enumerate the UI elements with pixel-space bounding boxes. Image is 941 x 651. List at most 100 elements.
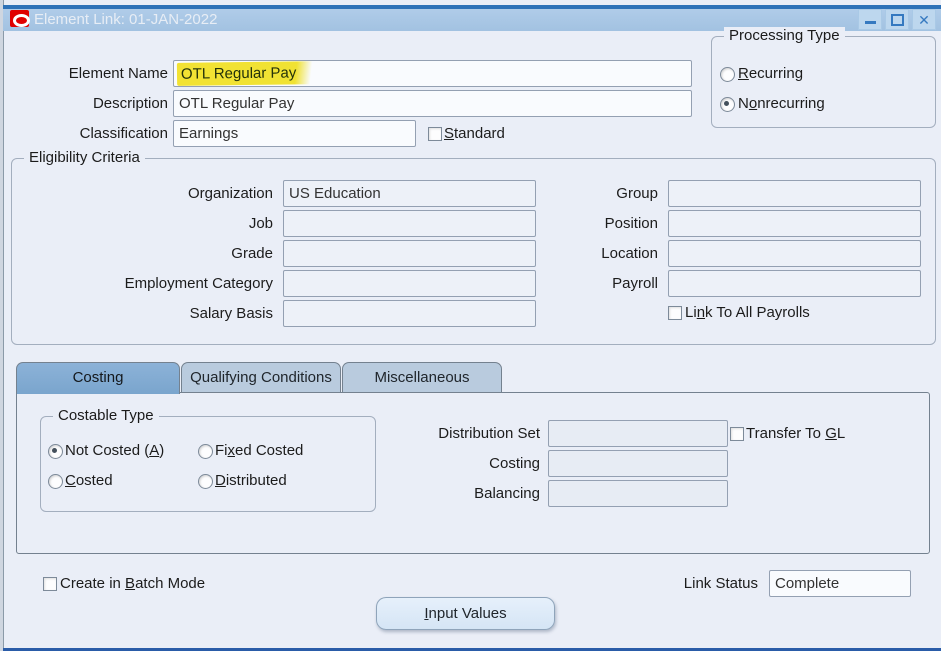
label-text: Create in [60, 575, 126, 592]
classification-label: Classification [79, 125, 168, 142]
element-name-field[interactable]: OTL Regular Pay [173, 60, 692, 87]
salary-basis-label: Salary Basis [189, 305, 273, 322]
standard-checkbox-label: Standard [444, 121, 505, 147]
payroll-field[interactable] [668, 270, 921, 297]
label-mnemonic: C [65, 472, 76, 489]
button-label: Input Values [424, 605, 506, 622]
label-text: ecurring [748, 65, 804, 82]
label-mnemonic: R [738, 65, 749, 82]
employment-category-field[interactable] [283, 270, 536, 297]
highlight-annotation: OTL Regular Pay [176, 61, 315, 86]
costable-type-legend: Costable Type [53, 407, 159, 424]
label-mnemonic: D [215, 472, 226, 489]
recurring-radio-label[interactable]: Recurring [738, 61, 803, 87]
label-mnemonic: B [125, 575, 136, 592]
organization-label: Organization [187, 185, 273, 202]
group-label: Group [616, 185, 658, 202]
create-batch-mode-label: Create in Batch Mode [60, 571, 205, 597]
grade-label: Grade [231, 245, 273, 262]
classification-field[interactable]: Earnings [173, 120, 416, 147]
organization-field[interactable]: US Education [283, 180, 536, 207]
maximize-icon [890, 13, 904, 26]
not-costed-radio[interactable] [48, 444, 63, 459]
group-field[interactable] [668, 180, 921, 207]
location-label: Location [601, 245, 658, 262]
label-text: atch Mode [135, 575, 206, 592]
position-label: Position [604, 215, 658, 232]
payroll-label: Payroll [612, 275, 658, 292]
label-text: Not Costed ( [65, 442, 150, 459]
label-text: nrecurring [757, 95, 825, 112]
costed-radio-label[interactable]: Costed [65, 468, 113, 494]
label-text: L [836, 425, 846, 442]
link-status-field[interactable]: Complete [769, 570, 911, 597]
recurring-radio[interactable] [720, 67, 735, 82]
link-all-payrolls-checkbox[interactable] [668, 306, 682, 320]
tab-miscellaneous[interactable]: Miscellaneous [342, 362, 502, 393]
label-mnemonic: I [424, 605, 429, 622]
input-values-button[interactable]: Input Values [376, 597, 555, 630]
label-mnemonic: o [748, 95, 758, 112]
label-text: k To All Payrolls [705, 304, 810, 321]
label-mnemonic: G [825, 425, 837, 442]
location-field[interactable] [668, 240, 921, 267]
balancing-label: Balancing [474, 485, 540, 502]
label-mnemonic: x [227, 442, 236, 459]
nonrecurring-radio-label[interactable]: Nonrecurring [738, 91, 825, 117]
distribution-set-label: Distribution Set [438, 425, 540, 442]
label-text: N [738, 95, 749, 112]
titlebar[interactable]: Element Link: 01-JAN-2022 ✕ [3, 9, 941, 31]
close-button[interactable]: ✕ [912, 9, 936, 30]
window-title: Element Link: 01-JAN-2022 [34, 11, 218, 28]
label-mnemonic: A [149, 442, 160, 459]
eligibility-criteria-group: Eligibility Criteria [11, 149, 936, 345]
description-label: Description [92, 95, 168, 112]
position-field[interactable] [668, 210, 921, 237]
window-bottom-border [3, 648, 941, 651]
costable-type-group: Costable Type [40, 407, 376, 512]
label-text: Transfer To [746, 425, 826, 442]
label-text: istributed [225, 472, 287, 489]
fixed-costed-radio[interactable] [198, 444, 213, 459]
transfer-to-gl-checkbox[interactable] [730, 427, 744, 441]
fixed-costed-radio-label[interactable]: Fixed Costed [215, 438, 303, 464]
distribution-set-field[interactable] [548, 420, 728, 447]
distributed-radio-label[interactable]: Distributed [215, 468, 287, 494]
transfer-to-gl-label: Transfer To GL [746, 421, 845, 447]
minimize-button[interactable] [858, 9, 882, 30]
maximize-button[interactable] [885, 9, 909, 30]
label-mnemonic: n [696, 304, 706, 321]
grade-field[interactable] [283, 240, 536, 267]
label-text: ) [159, 442, 165, 459]
costing-tab-panel [16, 392, 930, 554]
tab-costing[interactable]: Costing [16, 362, 180, 394]
salary-basis-field[interactable] [283, 300, 536, 327]
nonrecurring-radio[interactable] [720, 97, 735, 112]
label-text: tandard [454, 125, 505, 142]
minimize-icon [864, 21, 876, 24]
close-icon: ✕ [918, 11, 930, 28]
processing-type-legend: Processing Type [724, 27, 845, 44]
distributed-radio[interactable] [198, 474, 213, 489]
not-costed-radio-label[interactable]: Not Costed (A) [65, 438, 164, 464]
employment-category-label: Employment Category [124, 275, 273, 292]
label-text: nput Values [428, 605, 507, 622]
label-text: ed Costed [235, 442, 304, 459]
standard-checkbox[interactable] [428, 127, 442, 141]
link-status-label: Link Status [683, 575, 758, 592]
job-label: Job [248, 215, 273, 232]
label-text: Fi [215, 442, 228, 459]
job-field[interactable] [283, 210, 536, 237]
create-batch-mode-checkbox[interactable] [43, 577, 57, 591]
balancing-field[interactable] [548, 480, 728, 507]
costing-field[interactable] [548, 450, 728, 477]
costed-radio[interactable] [48, 474, 63, 489]
window-controls: ✕ [858, 9, 936, 30]
tab-qualifying-conditions[interactable]: Qualifying Conditions [181, 362, 341, 393]
description-field[interactable]: OTL Regular Pay [173, 90, 692, 117]
processing-type-group: Processing Type [711, 27, 936, 128]
link-all-payrolls-label: Link To All Payrolls [685, 300, 810, 326]
label-text: osted [75, 472, 113, 489]
costing-label: Costing [489, 455, 540, 472]
